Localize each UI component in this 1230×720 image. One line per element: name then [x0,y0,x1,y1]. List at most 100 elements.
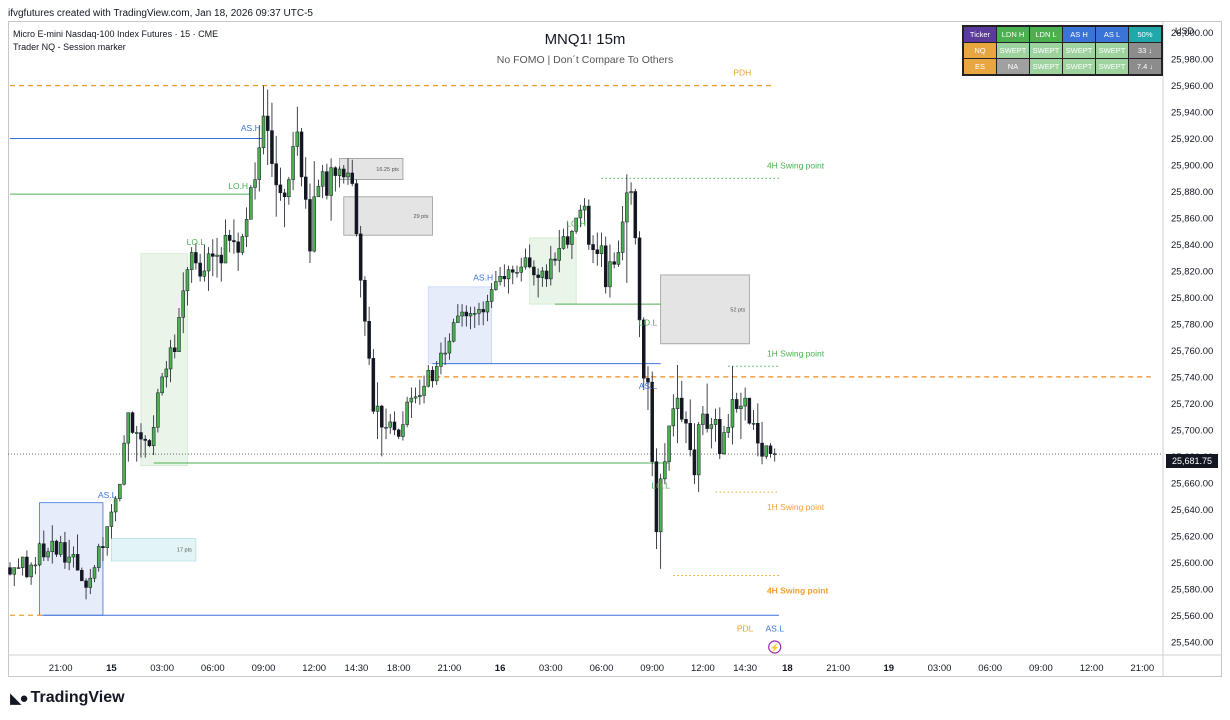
price-tick-label: 25,580.00 [1171,584,1213,595]
candle-body [705,413,709,429]
session-table-cell: LDN L [1029,25,1063,43]
candle-body [489,289,494,302]
candle-body [582,205,587,211]
currency-label[interactable]: USD [1175,26,1195,36]
alert-bolt-icon[interactable] [768,640,782,654]
candle-body [367,321,371,359]
candle-body [126,412,131,444]
session-table-cell: NA [996,58,1030,76]
session-status-table: Ticker LDN H LDN L AS H AS L 50% NQ SWEPT SWEPT S… [962,25,1163,76]
candle-body [147,440,152,447]
price-tick-label: 25,800.00 [1171,293,1213,304]
time-tick-label: 14:30 [345,663,369,674]
session-table-cell: SWEPT [1095,42,1129,59]
price-tick-label: 25,900.00 [1171,161,1213,172]
candle-body [333,167,338,176]
candle-body [29,564,33,578]
candle-body [92,567,97,579]
candle-body [227,234,232,241]
candle-body [215,254,219,257]
session-marker-label: LO.H [566,218,586,228]
price-tick-label: 25,740.00 [1171,372,1213,383]
time-tick-label: 12:00 [302,663,326,674]
time-tick-label: 14:30 [733,663,757,674]
price-tick-label: 25,760.00 [1171,346,1213,357]
candle-body [202,270,207,277]
session-marker-label: AS.L [766,624,785,634]
candle-body [63,542,67,563]
candle-body [401,424,405,437]
time-tick-label: 12:00 [1080,663,1104,674]
candle-body [46,551,50,558]
session-marker-label: AS.L [639,381,658,391]
candle-body [439,352,443,367]
candle-body [464,311,469,317]
candle-body [409,397,414,403]
candle-body [713,419,718,425]
tradingview-logo[interactable]: ◣● TradingView [10,689,125,707]
price-tick-label: 25,560.00 [1171,611,1213,622]
time-tick-label: 06:00 [590,663,614,674]
session-table-cell: SWEPT [1095,58,1129,76]
candle-body [599,245,604,254]
candle-body [527,257,532,268]
candle-body [295,131,300,147]
candle-body [143,438,147,441]
candle-body [105,526,109,548]
price-tick-label: 25,620.00 [1171,531,1213,542]
candle-body [168,347,173,370]
candle-body [612,261,616,265]
candle-body [354,183,359,235]
candle-body [113,498,118,513]
price-tick-label: 25,600.00 [1171,558,1213,569]
candle-body [109,511,114,527]
price-tick-label: 25,780.00 [1171,319,1213,330]
candle-body [122,442,126,485]
time-tick-label: 09:00 [640,663,664,674]
candle-body [654,461,659,533]
candle-body [468,313,473,317]
session-marker-label: LO.H [228,181,248,191]
candle-body [739,405,743,409]
session-table-cell: SWEPT [996,42,1030,59]
price-tick-label: 25,920.00 [1171,134,1213,145]
range-box [343,196,433,236]
time-tick-label: 12:00 [691,663,715,674]
candle-body [734,399,739,409]
candle-body [650,381,654,462]
candle-body [494,281,498,290]
key-level-label: 1H Swing point [767,348,825,358]
candle-body [756,423,760,444]
candle-body [443,352,447,355]
candle-body [536,274,540,278]
candle-body [413,396,418,399]
candle-body [206,253,211,272]
candle-body [430,370,435,382]
candle-body [350,172,354,184]
candle-body [422,385,426,396]
key-level-label: 4H Swing point [767,160,825,170]
session-table-cell: 33 ↓ [1128,42,1163,59]
time-tick-label: 18 [782,663,793,674]
candle-body [270,130,274,164]
tradingview-wordmark: TradingView [30,689,125,706]
candle-body [139,432,143,440]
session-marker-label: AS.L [98,490,117,500]
candle-body [358,233,363,281]
session-marker-label: AS.H [241,123,261,133]
candle-body [418,395,422,398]
session-table-cell: SWEPT [1062,58,1096,76]
candle-body [337,168,342,176]
candle-body [743,397,747,407]
candle-body [316,185,321,198]
candle-body [405,401,409,425]
candle-body [50,540,54,552]
candle-body [658,478,663,533]
candle-body [730,399,735,428]
candle-body [177,317,181,352]
candle-body [329,167,333,196]
range-box [140,253,188,467]
candle-body [240,236,245,253]
candle-body [25,556,29,578]
